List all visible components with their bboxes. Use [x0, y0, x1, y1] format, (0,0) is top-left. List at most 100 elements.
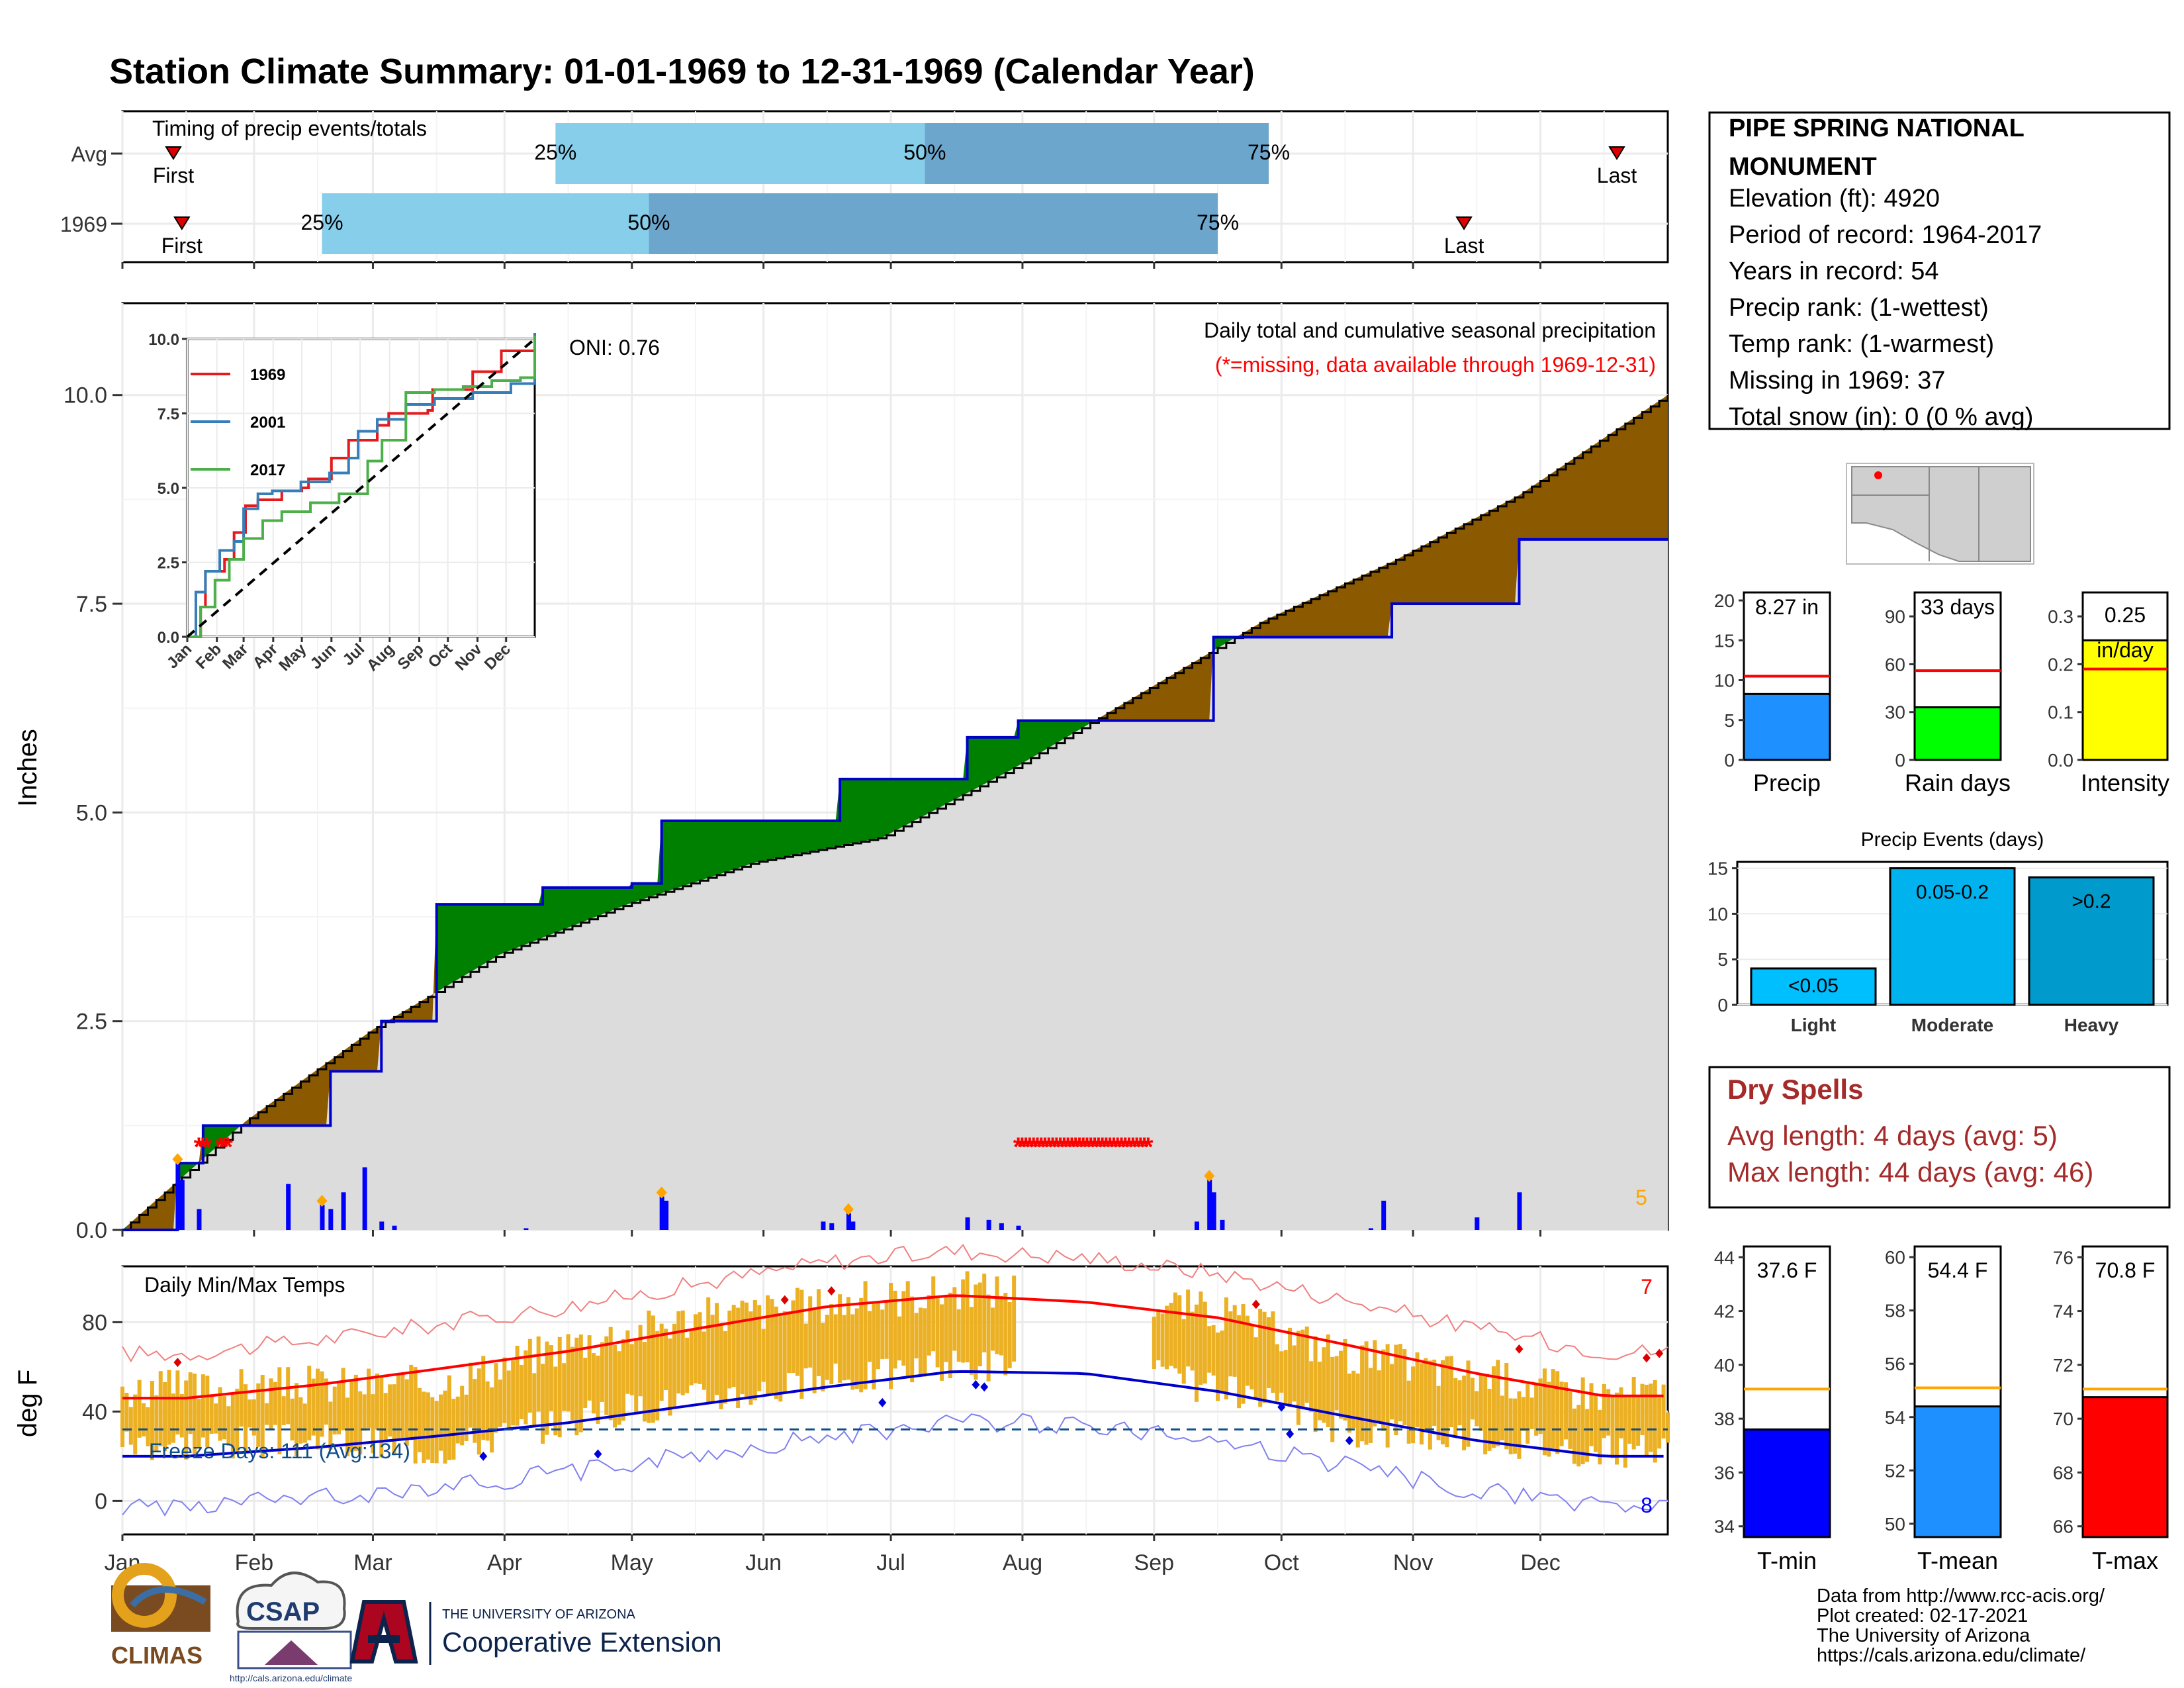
daily-precip-bar — [1475, 1217, 1480, 1230]
daily-precip-bar — [320, 1205, 325, 1230]
daily-temp-bar — [1156, 1309, 1161, 1361]
daily-temp-bar — [214, 1403, 218, 1434]
daily-temp-bar — [991, 1307, 995, 1351]
daily-temp-bar — [146, 1407, 150, 1446]
freeze-days-label: Freeze Days: 111 (Avg:134) — [149, 1439, 410, 1463]
daily-temp-bar — [578, 1334, 583, 1432]
daily-temp-bar — [519, 1365, 523, 1419]
temp-bar-tick-label: 52 — [1885, 1460, 1905, 1481]
timing-first-label: First — [161, 234, 203, 258]
daily-temp-bar — [205, 1376, 210, 1448]
daily-temp-bar — [634, 1338, 639, 1414]
daily-temp-bar — [413, 1367, 418, 1464]
daily-temp-bar — [209, 1395, 214, 1434]
daily-temp-bar — [426, 1392, 430, 1460]
temp-bar-tick-label: 56 — [1885, 1354, 1905, 1374]
timing-row-label: Avg — [71, 142, 107, 166]
daily-temp-bar — [549, 1345, 553, 1411]
daily-temp-bar — [965, 1271, 970, 1362]
temp-panel-title: Daily Min/Max Temps — [144, 1273, 345, 1297]
timing-first-label: First — [153, 164, 194, 187]
ranked-day-marker — [1204, 1170, 1215, 1182]
daily-temp-bar — [1360, 1345, 1365, 1442]
daily-temp-bar — [803, 1323, 808, 1369]
precip-y-tick-label: 5.0 — [76, 800, 107, 825]
daily-temp-bar — [1326, 1334, 1330, 1427]
record-low-marker — [479, 1451, 488, 1461]
daily-temp-bar — [1007, 1301, 1012, 1368]
daily-temp-bar — [184, 1380, 189, 1460]
summary-bar-tick-label: 20 — [1714, 590, 1735, 611]
daily-temp-bar — [719, 1325, 723, 1409]
daily-temp-bar — [273, 1382, 277, 1425]
timing-75-label: 75% — [1248, 140, 1290, 164]
daily-precip-bar — [197, 1209, 202, 1230]
daily-temp-bar — [808, 1296, 813, 1368]
csap-logo: CSAP http://cals.arizona.edu/climate — [230, 1571, 352, 1683]
summary-bar-tick-label: 0 — [1895, 750, 1905, 771]
daily-temp-bar — [490, 1387, 494, 1453]
missing-day-marker: * — [215, 1133, 226, 1162]
daily-temp-bar — [736, 1307, 741, 1408]
temp-bar-tick-label: 40 — [1714, 1355, 1735, 1376]
missing-day-marker: * — [1074, 1133, 1085, 1162]
daily-temp-bar — [469, 1362, 473, 1428]
daily-temp-bar — [1508, 1398, 1513, 1454]
station-location-dot — [1874, 471, 1882, 479]
daily-precip-bar — [664, 1200, 669, 1230]
inset-series-line — [187, 336, 536, 638]
daily-temp-bar — [672, 1323, 676, 1407]
missing-day-marker: * — [1089, 1133, 1100, 1162]
daily-temp-bar — [1525, 1383, 1530, 1444]
daily-temp-bar — [358, 1391, 363, 1455]
daily-temp-bar — [600, 1342, 604, 1402]
daily-temp-bar — [1237, 1315, 1242, 1409]
daily-temp-bar — [150, 1381, 154, 1460]
month-tick-label: Mar — [353, 1550, 392, 1575]
daily-precip-bar — [965, 1217, 970, 1230]
daily-temp-bar — [685, 1337, 690, 1393]
summary-bar-category-label: Precip — [1753, 769, 1821, 796]
record-high-count: 7 — [1641, 1275, 1653, 1299]
daily-temp-bar — [846, 1297, 850, 1380]
timing-first-marker — [165, 146, 182, 160]
daily-temp-bar — [812, 1309, 817, 1393]
daily-temp-bar — [439, 1394, 443, 1451]
daily-temp-bar — [1500, 1395, 1504, 1440]
daily-temp-bar — [1262, 1311, 1267, 1403]
daily-temp-bar — [235, 1388, 240, 1454]
daily-temp-bar — [799, 1289, 804, 1399]
daily-temp-bar — [744, 1302, 749, 1397]
daily-temp-bar — [388, 1384, 392, 1437]
daily-temp-bar — [897, 1316, 901, 1361]
below-average-ribbon — [126, 1163, 178, 1230]
summary-bar-tick-label: 30 — [1885, 702, 1905, 723]
page-title: Station Climate Summary: 01-01-1969 to 1… — [109, 52, 1255, 91]
daily-temp-bar — [1534, 1382, 1539, 1436]
daily-temp-bar — [566, 1334, 570, 1412]
credit-data-source: Data from http://www.rcc-acis.org/ — [1817, 1585, 2105, 1607]
daily-precip-bar — [1368, 1228, 1373, 1230]
missing-day-marker: * — [1143, 1133, 1154, 1162]
daily-temp-bar — [817, 1289, 821, 1376]
daily-temp-bar — [179, 1393, 184, 1438]
timing-title: Timing of precip events/totals — [152, 117, 427, 140]
daily-temp-bar — [1402, 1349, 1407, 1425]
daily-precip-bar — [1194, 1221, 1199, 1230]
daily-temp-bar — [434, 1401, 439, 1464]
daily-temp-bar — [617, 1351, 621, 1425]
daily-temp-bar — [872, 1303, 876, 1389]
avg-cumulative-line — [122, 395, 1669, 1231]
daily-temp-bar — [910, 1296, 915, 1383]
summary-bar-tick-label: 0.2 — [2048, 654, 2073, 675]
daily-temp-bar — [854, 1308, 859, 1389]
daily-precip-bar — [362, 1167, 367, 1230]
daily-temp-bar — [396, 1374, 400, 1440]
precip-event-category: Light — [1791, 1015, 1836, 1035]
daily-precip-bar — [999, 1223, 1004, 1230]
daily-temp-bar — [592, 1353, 596, 1414]
daily-temp-bar — [969, 1307, 974, 1375]
month-tick-label: Aug — [1003, 1550, 1043, 1575]
below-average-ribbon — [1239, 395, 1668, 637]
